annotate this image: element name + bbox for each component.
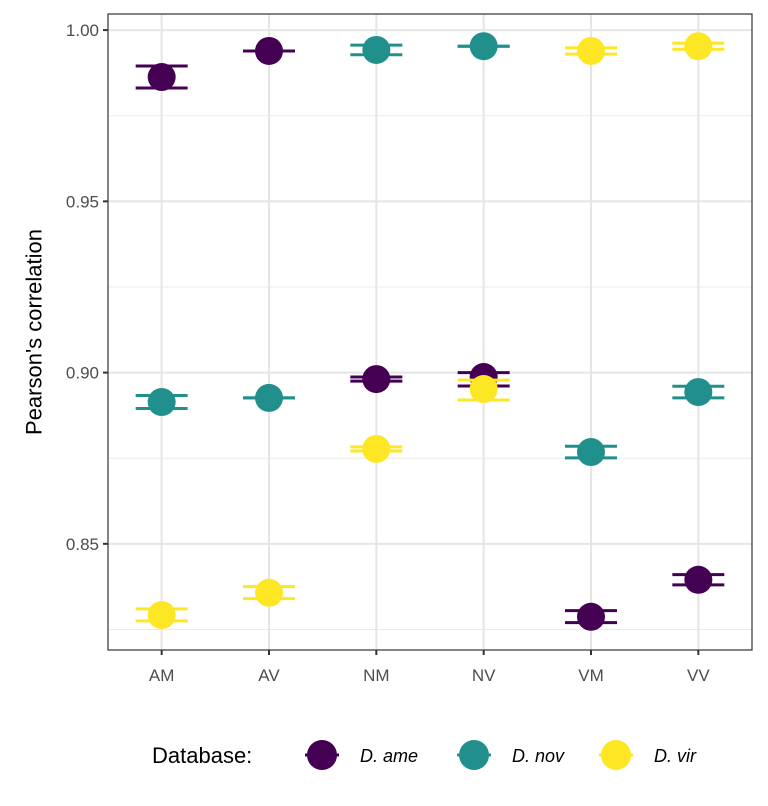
series-d-nov xyxy=(135,32,725,467)
legend-title: Database: xyxy=(152,743,252,768)
x-tick-label: NV xyxy=(472,666,496,685)
x-axis: AM AV NM NV VM VV xyxy=(149,650,710,685)
data-point xyxy=(577,36,605,65)
y-tick-label: 0.90 xyxy=(66,364,99,383)
y-tick-label: 0.95 xyxy=(66,192,99,211)
data-point xyxy=(147,63,176,92)
series-d-vir xyxy=(135,32,725,630)
y-axis-title: Pearson's correlation xyxy=(22,229,47,435)
legend-key-d-vir xyxy=(601,740,631,770)
y-tick-label: 0.85 xyxy=(66,535,99,554)
data-point xyxy=(362,434,391,463)
x-tick-label: NM xyxy=(363,666,389,685)
data-point xyxy=(684,565,713,594)
x-tick-label: AM xyxy=(149,666,175,685)
y-axis: 0.85 0.90 0.95 1.00 xyxy=(66,21,108,554)
data-point xyxy=(255,36,283,65)
data-point xyxy=(577,438,605,467)
data-point xyxy=(147,388,176,417)
data-point xyxy=(255,383,283,412)
legend-key-d-ame xyxy=(307,740,337,770)
legend-label: D. nov xyxy=(512,746,565,766)
panel-border xyxy=(107,13,753,651)
series-d-ame xyxy=(135,36,725,631)
data-point xyxy=(469,32,498,61)
legend: Database: D. ame D. nov D. vir xyxy=(152,740,697,770)
x-tick-label: AV xyxy=(258,666,280,685)
y-tick-label: 1.00 xyxy=(66,21,99,40)
panel-background xyxy=(108,14,752,650)
grid xyxy=(108,14,752,650)
legend-label: D. ame xyxy=(360,746,418,766)
x-tick-label: VV xyxy=(687,666,710,685)
data-point xyxy=(362,35,391,64)
legend-label: D. vir xyxy=(654,746,697,766)
data-point xyxy=(147,601,176,630)
x-tick-label: VM xyxy=(578,666,604,685)
data-point xyxy=(362,365,391,394)
data-point xyxy=(255,578,283,607)
legend-key-d-nov xyxy=(459,740,489,770)
data-point xyxy=(684,32,713,61)
data-point xyxy=(577,602,605,631)
data-point xyxy=(684,378,713,407)
data-point xyxy=(469,375,498,404)
data-marks xyxy=(135,32,725,631)
